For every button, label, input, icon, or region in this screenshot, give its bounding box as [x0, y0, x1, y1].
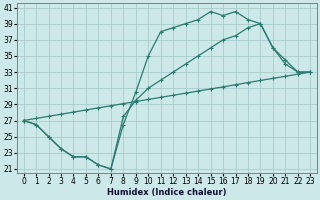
X-axis label: Humidex (Indice chaleur): Humidex (Indice chaleur)	[107, 188, 227, 197]
